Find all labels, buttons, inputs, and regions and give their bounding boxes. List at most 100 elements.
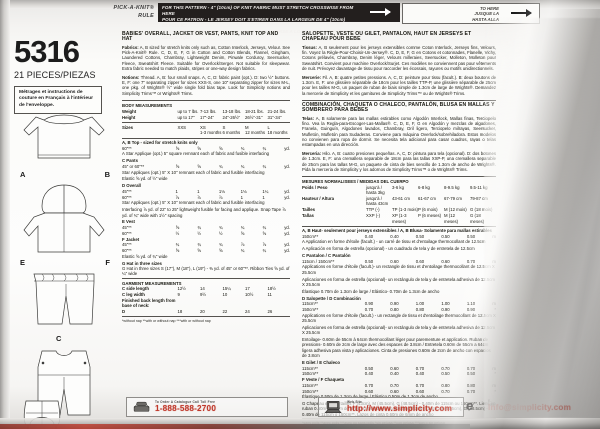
table-cell: G (18 mois) <box>469 207 493 213</box>
table-cell: 18-21 lbs. <box>244 108 264 114</box>
table-cell <box>122 130 177 136</box>
website-url[interactable]: http://www.simplicity.com <box>347 403 453 413</box>
table-cell: C leg width <box>122 292 145 298</box>
table-cell: 12½ <box>177 286 186 292</box>
english-title: BABIES' OVERALL, JACKET OR VEST, PANTS, … <box>122 31 279 43</box>
overall-drawing <box>37 350 91 416</box>
french-title: SALOPETTE, VESTE OU GILET, PANTALON, HAU… <box>302 31 472 43</box>
table-cell: Finished back length from base of neck: <box>122 297 176 309</box>
spanish-notions: Merceria: Hilo. A, B: cuatro presiones p… <box>302 151 496 172</box>
table-cell: yd. <box>284 248 290 254</box>
divider <box>122 278 290 279</box>
knit-top-drawing <box>23 114 105 159</box>
table-row: Hauteur / Altura jusqu'à / hasta 43cm 43-6… <box>302 196 496 207</box>
metric-note: Applications en forme d'étoile (facult.)… <box>302 312 496 324</box>
table-cell: 0.90 <box>390 301 399 307</box>
table-cell: yd. <box>284 188 290 194</box>
stretch-arrow-icon <box>364 3 400 22</box>
table-cell: 24"-26½" <box>222 114 241 120</box>
fabrics-label-en: Fabrics: <box>122 44 139 50</box>
hooded-jacket-captions: E F <box>12 258 116 268</box>
yardage-section-head: C Pants <box>122 158 138 164</box>
phone-box[interactable]: To Order A Catalogue Call Toll Free 1-88… <box>126 397 288 417</box>
table-cell: C side length <box>122 286 149 292</box>
english-fabrics: Fabrics: A, B sized for stretch knits on… <box>122 45 290 71</box>
table-cell: 20 <box>199 309 205 315</box>
table-cell: ¾ <box>240 248 245 254</box>
table-row: C side length 12½ 14 15¼ 17 18½ <box>122 286 290 292</box>
pants-caption: C <box>12 334 116 344</box>
table-cell: ⅞ <box>240 242 245 248</box>
table-row: 45"** ⅝ ¾ ¾ ¾ ¾ yd. <box>122 225 290 231</box>
table-cell: ⅝ <box>262 230 267 236</box>
table-row: Tallas XXP (-) XP (1-3 meses) P (6 meses) M … <box>302 213 496 224</box>
table-cell: 1.00 <box>415 301 425 307</box>
divider <box>302 99 496 101</box>
table-cell: 9 <box>177 292 180 298</box>
metric-yardage-sections: A, B Haut- seulement pour jerseys extens… <box>302 228 496 417</box>
table-cell: 0.70 <box>364 382 374 388</box>
yardage-section-head: G Hat in three sizes <box>122 260 162 266</box>
table-cell: Weight <box>122 108 137 114</box>
yardage-note: Elastic ⅝ yd. of ¾" wide <box>122 253 168 259</box>
table-cell: M <box>244 124 249 130</box>
table-cell: 0.60 <box>415 258 425 264</box>
table-cell: yd. <box>284 145 290 151</box>
table-cell: jusqu'à / hasta 3kg <box>366 184 385 196</box>
table-cell: 0.70 <box>415 382 425 388</box>
table-row: 60"** ⅝ ⅝ ⅝ ¾ ¾ yd. <box>122 146 290 152</box>
divider <box>122 137 290 139</box>
english-footnote: *without nap **with or without nap ***wi… <box>122 319 211 324</box>
table-cell: ⅝ <box>197 163 201 169</box>
pattern-pieces-count: 21 PIECES/PIEZAS <box>14 70 96 80</box>
divider <box>122 316 290 318</box>
table-cell: 0.90 <box>364 301 374 307</box>
yardage-sections: A, B Top - sized for stretch knits only 6… <box>122 140 290 276</box>
website-box[interactable]: Web Site http://www.simplicity.com <box>318 397 464 417</box>
table-cell: ⅝ <box>175 225 180 231</box>
table-cell: 1-3 months <box>199 130 222 136</box>
table-cell: 45" or 60"** <box>122 163 145 169</box>
spanish-fabrics: Telas: A, B solamente para las mallas es… <box>302 116 496 148</box>
table-row: 45" or 60"** ⅝ ⅝ ¾ ¾ ¾ yd. <box>122 164 290 170</box>
table-cell: 43-61 cm <box>392 196 410 202</box>
metric-section-head: C Pantalon / C Pantalón <box>302 253 351 259</box>
table-cell: ⅝ <box>175 145 180 151</box>
notions-label-en: Notions: <box>122 74 140 80</box>
table-cell: TTP (-) <box>366 207 380 213</box>
metric-note: Aplicaciones en forma de estrella (opcio… <box>302 324 495 336</box>
table-cell: 18 months <box>267 130 288 136</box>
notions-text-es: Hilo. A, B: cuatro presiones pequeñas. A… <box>302 151 496 173</box>
table-cell: 10½ <box>244 292 254 298</box>
table-cell: P (6 meses) <box>418 213 442 219</box>
yardage-note: G Hat in three sizes S (17"), M (18"), L… <box>122 265 290 277</box>
table-cell: 0.40 <box>415 371 425 377</box>
stretch-instruction-fr: POUR CE PATRON - LE JERSEY DOIT S'ETIRER… <box>162 17 346 28</box>
yardage-section-head: E Vest <box>122 219 135 225</box>
table-cell: ¾ <box>197 225 201 231</box>
table-cell: 0.70 <box>441 365 450 371</box>
table-row: 60"** ½ ½ ½ ⅝ ⅝ yd. <box>122 231 290 237</box>
table-cell: yd. <box>284 163 290 169</box>
table-cell: 26½"-31" <box>244 114 263 120</box>
table-cell: ¾ <box>240 145 245 151</box>
table-row: 1-3 months 6 months 12 months 18 months <box>122 130 290 136</box>
pick-a-knit-label: PICK-A-KNIT® RULE <box>62 5 154 20</box>
table-row: Sizes XXS XS S M L <box>122 124 290 130</box>
table-row: 45"** ¾ ¾ ¾ ⅞ ⅞ yd. <box>122 242 290 248</box>
table-cell: 115cm** <box>302 382 318 388</box>
table-row: C leg width 9 9½ 10 10½ 11 <box>122 292 290 298</box>
table-cell: ⅝ <box>219 145 223 151</box>
table-cell: D <box>122 309 126 315</box>
table-cell: 150cm** <box>302 388 319 394</box>
table-cell: 79-87 cm <box>469 196 488 202</box>
table-cell: 0.80 <box>390 307 399 313</box>
table-cell: G (18 meses) <box>469 213 485 224</box>
table-cell: 0.50 <box>466 233 476 239</box>
table-cell: 45"** <box>122 225 132 231</box>
table-cell: 0.60 <box>390 258 399 264</box>
table-cell: ¾ <box>240 225 245 231</box>
table-cell: 0.40 <box>390 371 399 377</box>
knit-top-captions: A B <box>12 170 116 180</box>
yardage-section-head: F Jacket <box>122 236 140 242</box>
